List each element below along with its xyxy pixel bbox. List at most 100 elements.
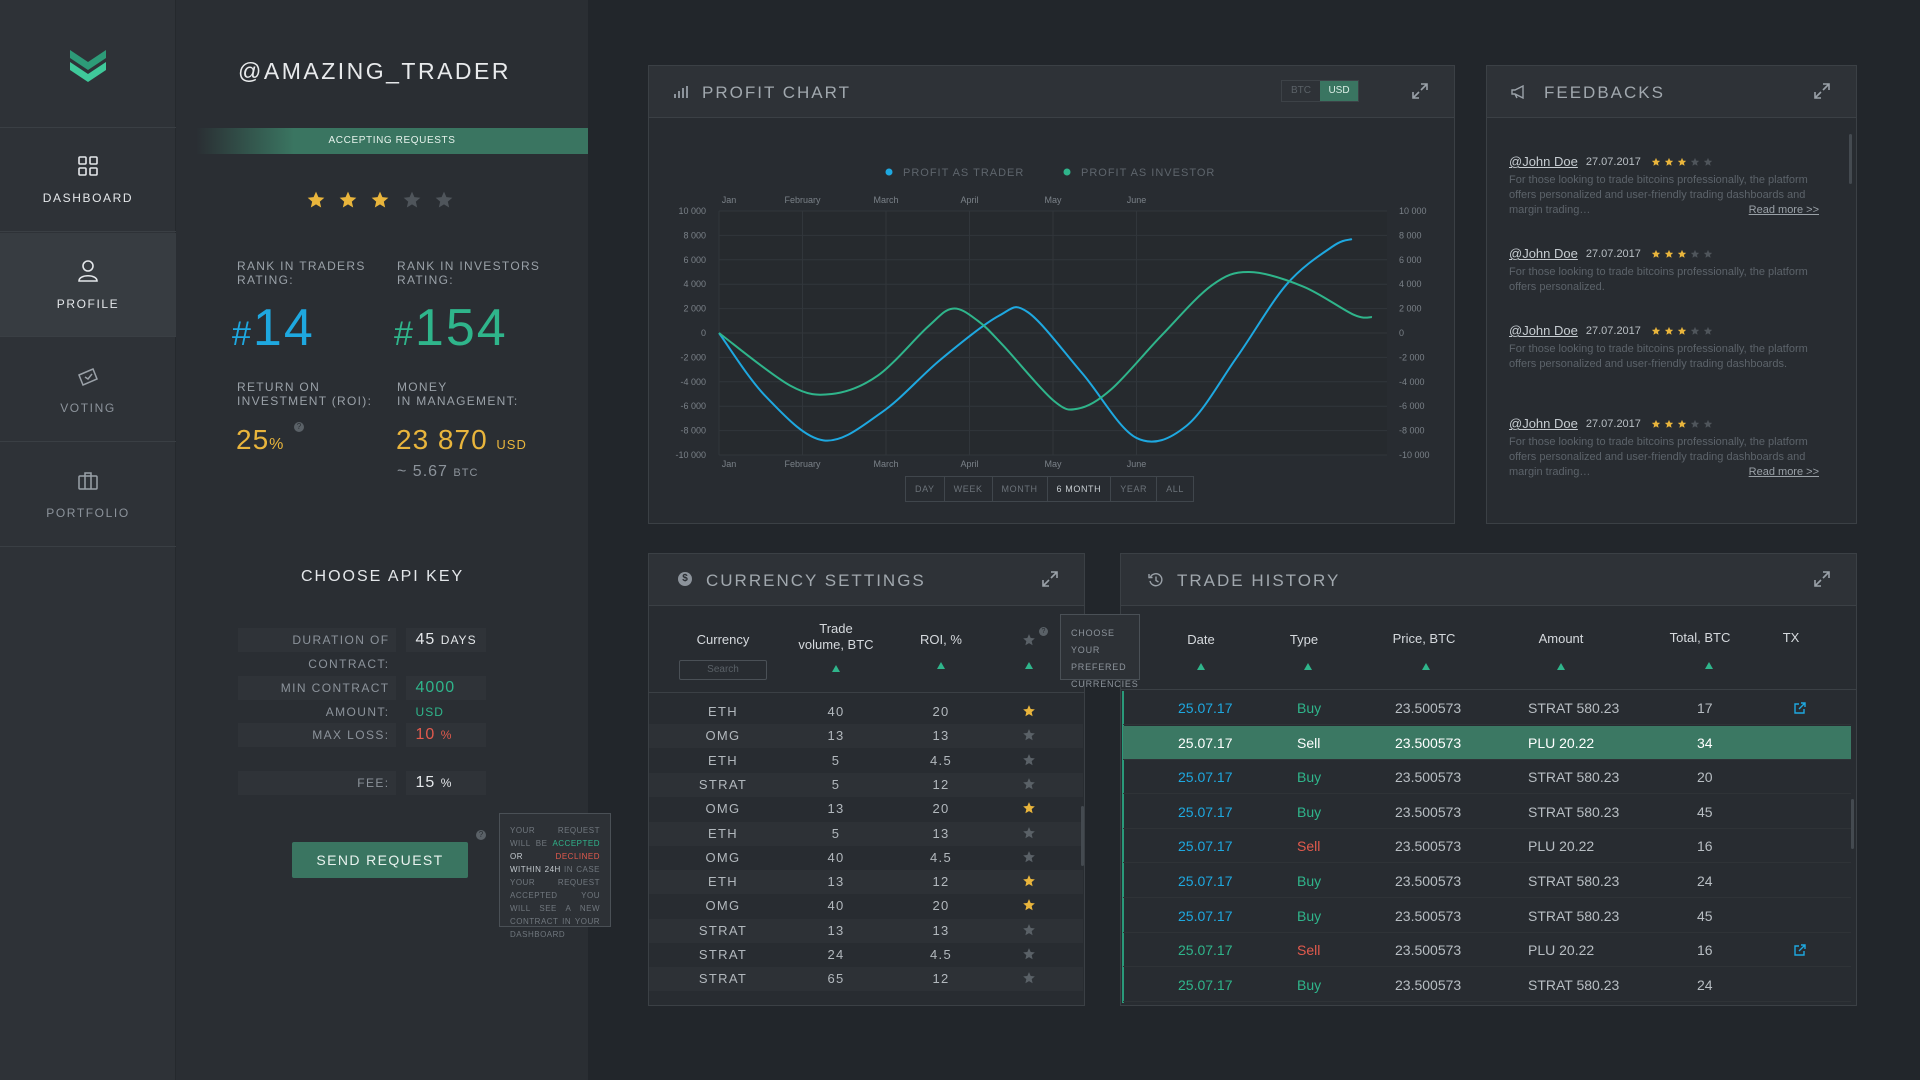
currency-row[interactable]: STRAT 24 4.5	[649, 943, 1083, 967]
currency-row[interactable]: ETH 40 20	[649, 700, 1083, 724]
currency-row[interactable]: STRAT 13 13	[649, 918, 1083, 943]
sort-arrow-icon[interactable]	[937, 662, 945, 669]
range-6-month[interactable]: 6 MONTH	[1048, 477, 1112, 501]
trade-row[interactable]: 25.07.17 Buy 23.500573 STRAT 580.23 17	[1123, 691, 1851, 725]
sort-arrow-icon[interactable]	[1422, 663, 1430, 670]
feedback-user[interactable]: @John Doe	[1509, 323, 1578, 338]
favorite-header-star-icon[interactable]	[1022, 633, 1036, 647]
range-year[interactable]: YEAR	[1111, 477, 1158, 501]
sort-arrow-icon[interactable]	[1304, 663, 1312, 670]
read-more-link[interactable]: Read more >>	[1748, 204, 1819, 216]
trade-date: 25.07.17	[1178, 769, 1233, 786]
sort-arrow-icon[interactable]	[1197, 663, 1205, 670]
currency-row[interactable]: STRAT 5 12	[649, 772, 1083, 797]
min-amount-field[interactable]: 4000 USD	[405, 676, 486, 719]
favorite-star-icon[interactable]	[1022, 826, 1036, 840]
toggle-btc[interactable]: BTC	[1291, 85, 1311, 96]
expand-icon[interactable]	[1411, 82, 1429, 100]
feedback-user[interactable]: @John Doe	[1509, 246, 1578, 261]
trade-row[interactable]: 25.07.17 Buy 23.500573 STRAT 580.23 20	[1123, 760, 1851, 795]
currency-row[interactable]: ETH 5 13	[649, 821, 1083, 846]
external-link-icon[interactable]	[1793, 944, 1806, 957]
col-price[interactable]: Price, BTC	[1392, 631, 1456, 646]
favorite-star-icon[interactable]	[1022, 850, 1036, 864]
trade-amount: PLU 20.22	[1528, 838, 1595, 855]
feedback-user[interactable]: @John Doe	[1509, 416, 1578, 431]
favorite-star-icon[interactable]	[1022, 753, 1036, 767]
expand-icon[interactable]	[1813, 82, 1831, 100]
sort-arrow-icon[interactable]	[832, 665, 840, 672]
currency-row[interactable]: ETH 5 4.5	[649, 749, 1083, 773]
nav-item-dashboard[interactable]: DASHBOARD	[0, 128, 176, 232]
col-trade-volume[interactable]: Trade volume, BTC	[798, 621, 874, 652]
col-type[interactable]: Type	[1289, 632, 1319, 647]
scrollbar[interactable]	[1849, 134, 1852, 184]
currency-row[interactable]: OMG 40 20	[649, 894, 1083, 918]
sort-arrow-icon[interactable]	[1025, 662, 1033, 669]
max-loss-field[interactable]: 10 %	[405, 723, 486, 747]
favorite-star-filled-icon[interactable]	[1022, 801, 1036, 815]
nav-label: DASHBOARD	[42, 190, 134, 205]
favorite-star-filled-icon[interactable]	[1022, 898, 1036, 912]
expand-icon[interactable]	[1041, 570, 1059, 588]
col-total[interactable]: Total, BTC	[1669, 630, 1731, 645]
sort-arrow-icon[interactable]	[1705, 662, 1713, 669]
col-roi[interactable]: ROI, %	[920, 632, 962, 647]
trade-row[interactable]: 25.07.17 Buy 23.500573 STRAT 580.23 45	[1123, 795, 1851, 829]
currency-row[interactable]: STRAT 65 12	[649, 967, 1083, 992]
currency-toggle[interactable]: BTC USD	[1281, 80, 1359, 102]
favorite-star-icon[interactable]	[1022, 777, 1036, 791]
currency-row[interactable]: OMG 13 13	[649, 724, 1083, 749]
favorite-star-icon[interactable]	[1022, 947, 1036, 961]
duration-field[interactable]: 45 DAYS	[405, 628, 486, 652]
trade-row[interactable]: 25.07.17 Sell 23.500573 PLU 20.22 16	[1123, 829, 1851, 864]
favorite-star-filled-icon[interactable]	[1022, 704, 1036, 718]
feedback-user[interactable]: @John Doe	[1509, 154, 1578, 169]
trade-row[interactable]: 25.07.17 Buy 23.500573 STRAT 580.23 24	[1123, 864, 1851, 898]
trade-amount: STRAT 580.23	[1528, 873, 1620, 889]
currency-row[interactable]: OMG 40 4.5	[649, 846, 1083, 870]
request-info-icon[interactable]: ?	[476, 830, 486, 840]
scrollbar[interactable]	[1081, 806, 1084, 866]
star-filled-icon	[1677, 157, 1687, 166]
favorite-star-icon[interactable]	[1022, 971, 1036, 985]
fee-field[interactable]: 15 %	[405, 771, 486, 795]
trade-row[interactable]: 25.07.17 Sell 23.500573 PLU 20.22 34	[1123, 725, 1851, 760]
send-request-button[interactable]: SEND REQUEST	[292, 842, 468, 878]
sort-arrow-icon[interactable]	[1557, 663, 1565, 670]
favorite-star-filled-icon[interactable]	[1022, 874, 1036, 888]
favorite-star-icon[interactable]	[1022, 923, 1036, 937]
feedback-item: @John Doe 27.07.2017 For those looking to …	[1509, 154, 1819, 218]
range-week[interactable]: WEEK	[945, 477, 993, 501]
star-filled-icon	[1677, 419, 1687, 428]
expand-icon[interactable]	[1813, 570, 1831, 588]
trade-total: 16	[1697, 838, 1713, 855]
external-link-icon[interactable]	[1793, 702, 1806, 715]
col-date[interactable]: Date	[1187, 632, 1215, 647]
nav-item-portfolio[interactable]: PORTFOLIO	[0, 443, 176, 547]
range-all[interactable]: ALL	[1166, 484, 1184, 494]
roi-info-icon[interactable]: ?	[294, 422, 304, 432]
toggle-usd[interactable]: USD	[1320, 81, 1358, 101]
trade-row[interactable]: 25.07.17 Buy 23.500573 STRAT 580.23 24	[1123, 968, 1851, 1002]
range-month[interactable]: MONTH	[993, 477, 1048, 501]
currency-row[interactable]: ETH 13 12	[649, 870, 1083, 895]
range-selector[interactable]: DAY WEEK MONTH 6 MONTH YEAR ALL	[905, 476, 1194, 502]
trade-row[interactable]: 25.07.17 Buy 23.500573 STRAT 580.23 45	[1123, 899, 1851, 933]
megaphone-icon	[1511, 85, 1524, 99]
trade-row[interactable]: 25.07.17 Sell 23.500573 PLU 20.22 16	[1123, 933, 1851, 968]
currency-search-input[interactable]: Search	[679, 660, 767, 680]
currencies-info-icon[interactable]: ?	[1039, 627, 1048, 636]
y-tick-label-right: 6 000	[1399, 255, 1422, 265]
trade-date: 25.07.17	[1178, 803, 1233, 820]
nav-item-voting[interactable]: VOTING	[0, 338, 176, 442]
range-day[interactable]: DAY	[906, 477, 945, 501]
nav-item-profile[interactable]: PROFILE	[0, 233, 176, 337]
favorite-star-icon[interactable]	[1022, 728, 1036, 742]
read-more-link[interactable]: Read more >>	[1748, 466, 1819, 478]
app-logo[interactable]	[0, 0, 176, 128]
col-amount[interactable]: Amount	[1538, 631, 1584, 646]
scrollbar[interactable]	[1851, 799, 1854, 849]
currency-name: OMG	[705, 849, 741, 865]
currency-row[interactable]: OMG 13 20	[649, 797, 1083, 821]
